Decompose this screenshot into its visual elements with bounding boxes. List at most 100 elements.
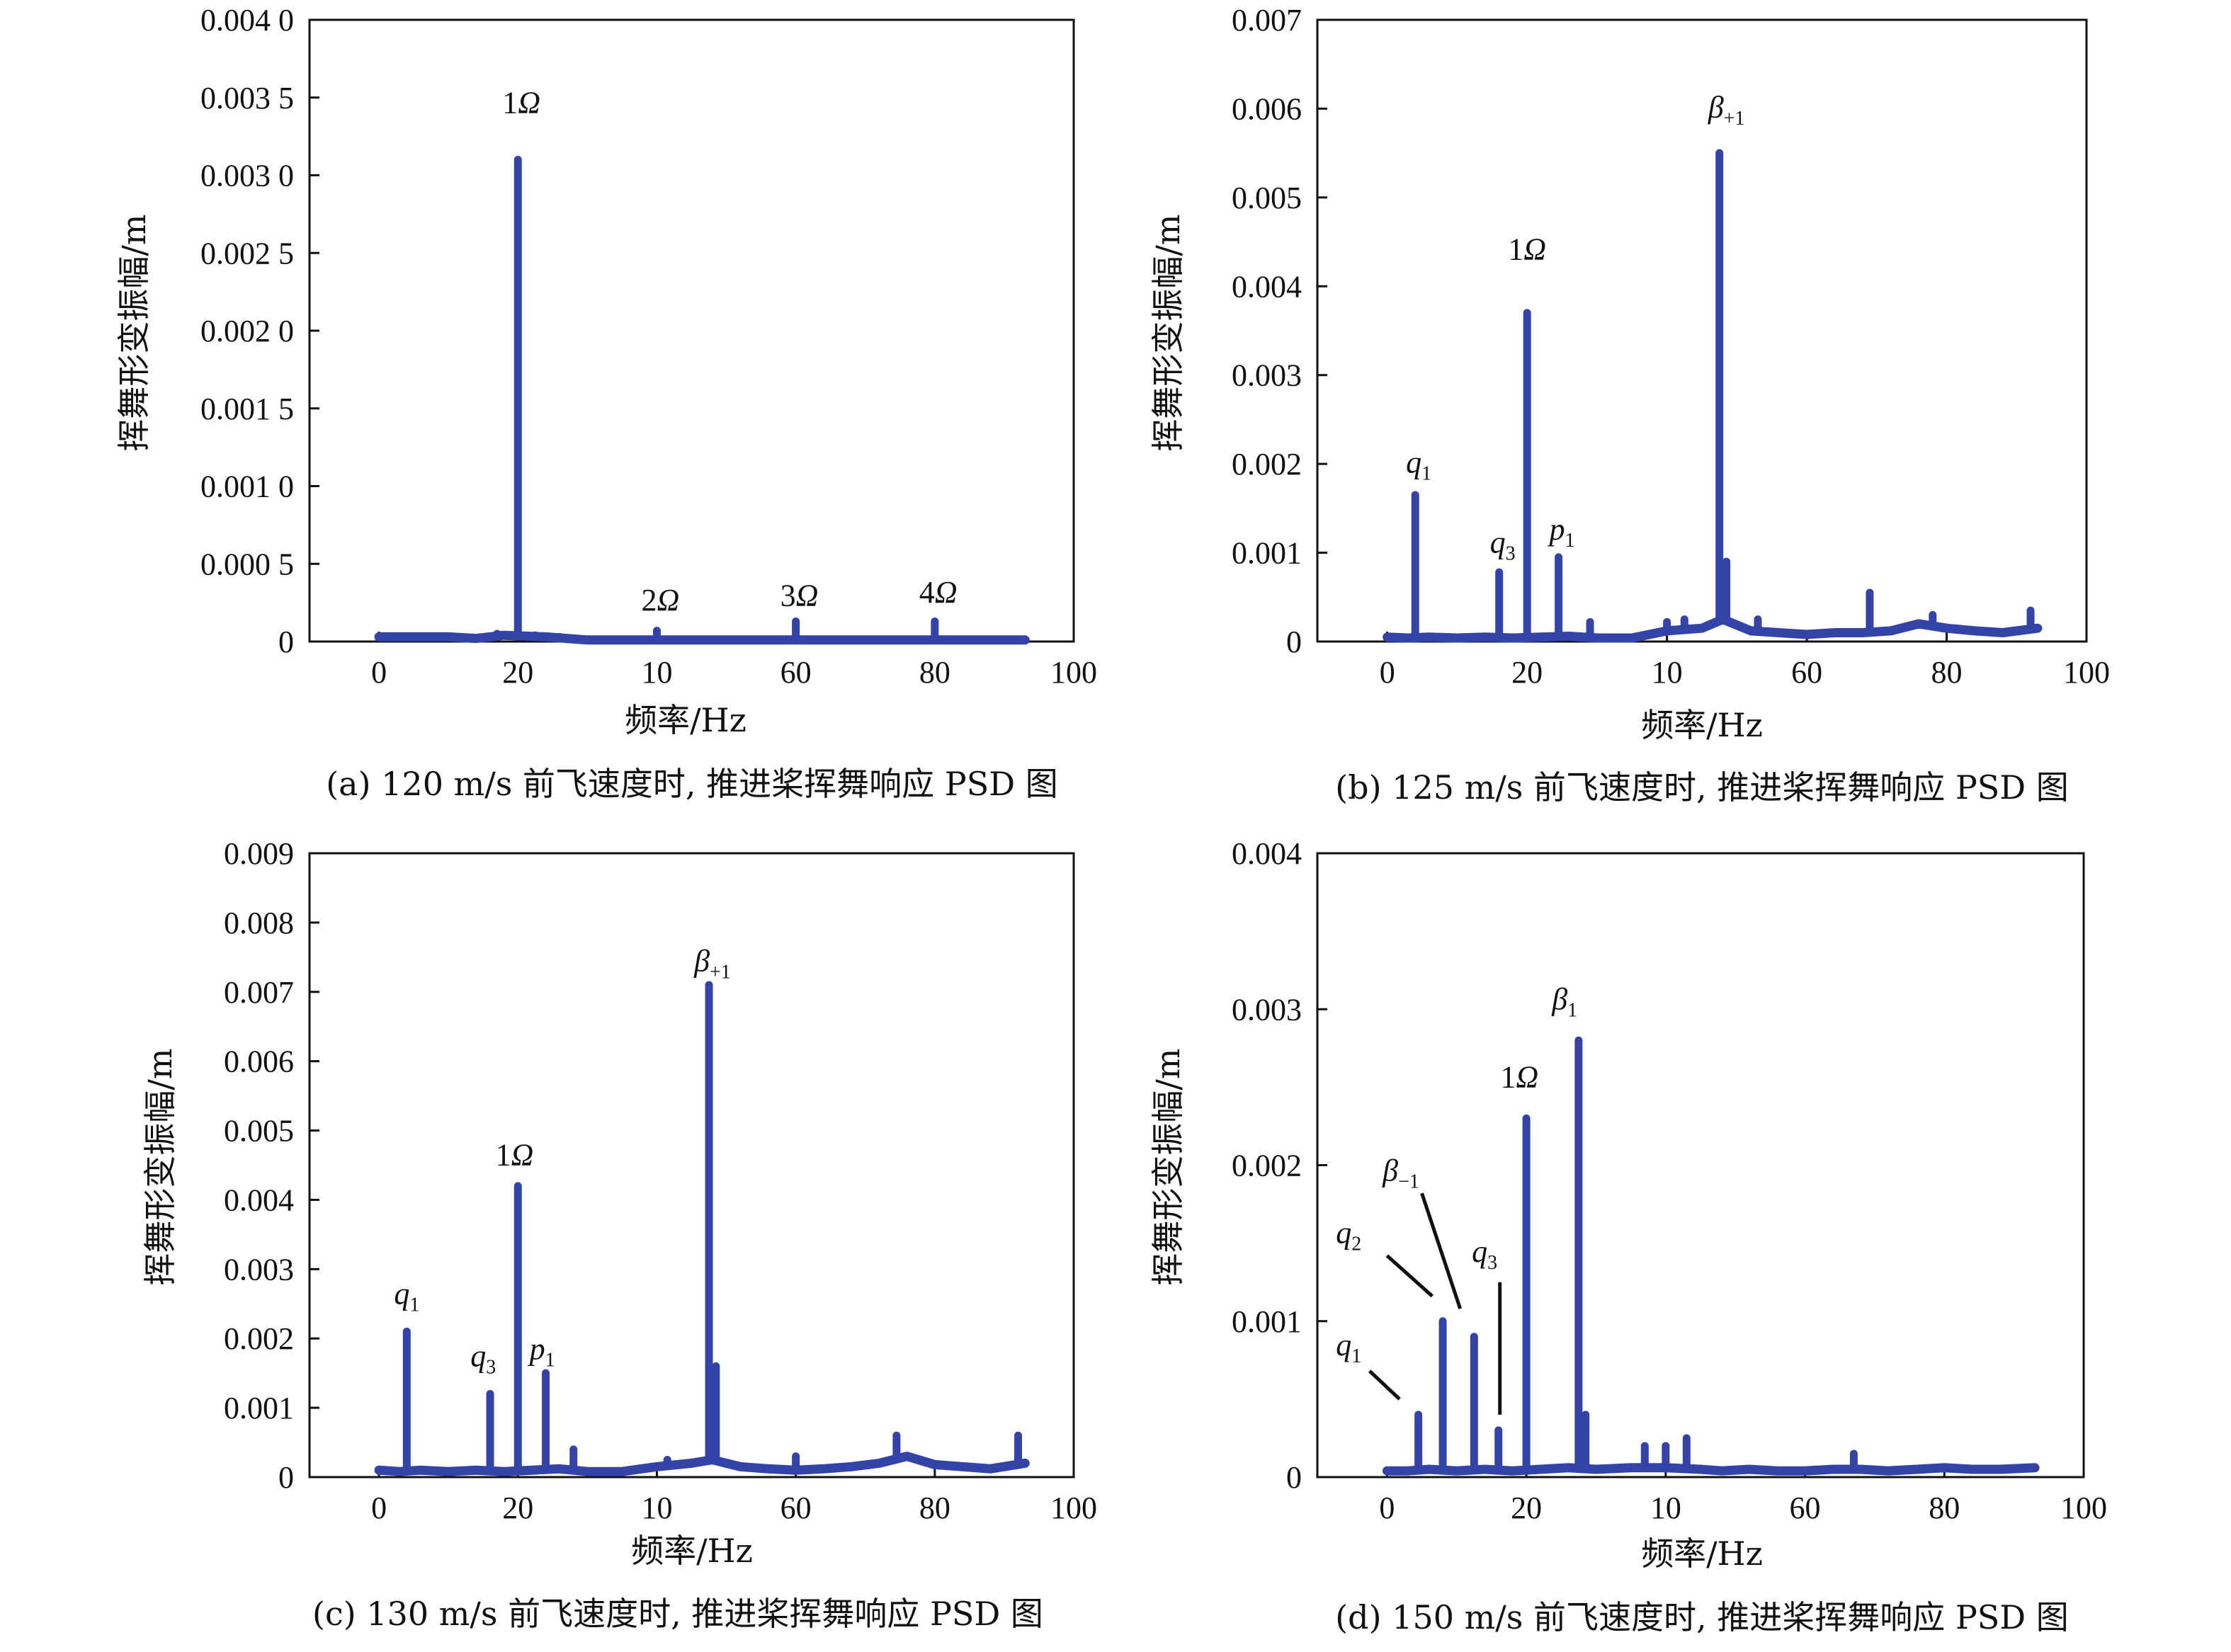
peak-annotation: p1 — [1548, 512, 1575, 552]
y-tick-label: 0.004 — [224, 1183, 294, 1217]
y-tick-label: 0.001 — [1232, 1304, 1302, 1339]
peak-annotation: β1 — [1551, 981, 1577, 1021]
y-tick-label: 0.003 5 — [200, 81, 294, 115]
peak-annotation: 2Ω — [641, 583, 679, 617]
x-tick-label: 10 — [641, 1491, 672, 1525]
y-tick-label: 0.003 — [224, 1252, 294, 1287]
x-tick-label: 80 — [919, 1491, 950, 1525]
y-tick-label: 0.003 — [1232, 992, 1302, 1027]
peak-annotation: q3 — [470, 1338, 496, 1378]
peak-annotation: 1Ω — [502, 86, 540, 120]
x-axis-label: 频率/Hz — [1641, 706, 1763, 744]
peak-annotation: 1Ω — [495, 1138, 533, 1173]
y-tick-label: 0.004 — [1232, 836, 1302, 871]
y-tick-label: 0.002 0 — [200, 314, 294, 348]
x-tick-label: 0 — [371, 1491, 387, 1525]
x-tick-label: 80 — [1929, 1491, 1960, 1525]
plot-frame — [308, 18, 1075, 643]
peak-annotation: 3Ω — [780, 579, 819, 613]
peak-annotation: p1 — [528, 1332, 555, 1372]
subfigure-caption: (c) 130 m/s 前飞速度时, 推进桨挥舞响应 PSD 图 — [312, 1595, 1043, 1633]
annotation-leader — [1385, 1254, 1434, 1298]
y-axis-label: 挥舞形变振幅/m — [115, 214, 153, 451]
y-tick-label: 0.001 0 — [200, 469, 294, 504]
x-tick-label: 20 — [1511, 655, 1543, 690]
y-tick-label: 0 — [278, 1460, 294, 1495]
psd-baseline — [1383, 615, 2043, 643]
y-tick-label: 0.005 — [224, 1114, 294, 1149]
x-tick-label: 60 — [1790, 1491, 1821, 1525]
peak-annotation: 1Ω — [1508, 232, 1546, 267]
y-tick-label: 0.001 — [1232, 536, 1302, 571]
x-tick-label: 20 — [1511, 1491, 1542, 1525]
x-tick-label: 80 — [1931, 655, 1963, 690]
y-tick-label: 0.008 — [224, 906, 294, 940]
psd-baseline — [1382, 1463, 2040, 1476]
y-tick-label: 0.000 5 — [200, 547, 294, 581]
peak-annotation: β−1 — [1382, 1153, 1419, 1193]
y-tick-label: 0.005 — [1232, 181, 1302, 215]
x-tick-label: 10 — [1652, 655, 1683, 690]
x-tick-label: 60 — [780, 655, 812, 690]
x-tick-label: 10 — [641, 655, 672, 690]
y-axis-label: 挥舞形变振幅/m — [1149, 214, 1187, 451]
y-tick-label: 0 — [1286, 1460, 1302, 1495]
subfigure-caption: (a) 120 m/s 前飞速度时, 推进桨挥舞响应 PSD 图 — [326, 765, 1058, 803]
x-tick-label: 100 — [1050, 655, 1097, 690]
x-axis-label: 频率/Hz — [631, 1532, 753, 1570]
y-axis-label: 挥舞形变振幅/m — [141, 1048, 179, 1285]
x-tick-label: 100 — [2063, 655, 2110, 690]
y-tick-label: 0.004 0 — [200, 3, 294, 38]
y-tick-label: 0.002 — [1232, 1149, 1302, 1183]
peak-annotation: β+1 — [1708, 90, 1745, 130]
subfigure-caption: (b) 125 m/s 前飞速度时, 推进桨挥舞响应 PSD 图 — [1335, 768, 2069, 807]
x-tick-label: 80 — [919, 655, 950, 690]
plot-frame — [1316, 852, 2085, 1479]
y-tick-label: 0.001 5 — [200, 392, 294, 426]
y-tick-label: 0.003 — [1232, 358, 1302, 393]
y-tick-label: 0.001 — [224, 1391, 294, 1425]
peak-annotation: q1 — [1406, 445, 1431, 485]
peak-annotation: q1 — [394, 1276, 419, 1316]
y-tick-label: 0.006 — [1232, 91, 1302, 126]
x-tick-label: 0 — [1379, 1491, 1395, 1525]
x-tick-label: 100 — [2060, 1491, 2107, 1525]
peak-annotation: q3 — [1490, 525, 1516, 565]
y-tick-label: 0 — [1286, 625, 1302, 659]
y-tick-label: 0.009 — [224, 836, 294, 871]
peak-annotation: q2 — [1336, 1216, 1361, 1255]
y-tick-label: 0.002 — [224, 1321, 294, 1356]
subfigure-caption: (d) 150 m/s 前飞速度时, 推进桨挥舞响应 PSD 图 — [1335, 1598, 2069, 1636]
chart-b: 0 0.001 0.002 0.003 0.004 0.005 0.006 0.007 0 20 1… — [1149, 3, 2110, 807]
x-axis-label: 频率/Hz — [625, 701, 746, 739]
annotation-leader — [1420, 1192, 1463, 1309]
y-tick-label: 0.006 — [224, 1044, 294, 1079]
plot-frame — [1316, 18, 2088, 643]
psd-baseline — [374, 630, 1030, 645]
peak-annotation: q3 — [1472, 1234, 1497, 1274]
x-tick-label: 60 — [780, 1491, 812, 1525]
y-tick-label: 0.002 5 — [200, 236, 294, 270]
peak-annotation: q1 — [1336, 1328, 1361, 1367]
peak-annotation: 1Ω — [1500, 1059, 1538, 1094]
y-tick-label: 0.003 0 — [200, 159, 294, 193]
plot-frame — [308, 852, 1075, 1479]
psd-baseline — [374, 1452, 1030, 1476]
chart-c: 0 0.001 0.002 0.003 0.004 0.005 0.006 0.007 0.00… — [141, 836, 1097, 1633]
y-axis-label: 挥舞形变振幅/m — [1149, 1048, 1187, 1285]
x-tick-label: 0 — [1380, 655, 1395, 690]
peak-annotation: 4Ω — [919, 575, 958, 610]
chart-a: 0 0.000 5 0.001 0 0.001 5 0.002 0 0.002 5 0.00… — [115, 3, 1097, 803]
x-tick-label: 20 — [502, 655, 533, 690]
y-tick-label: 0.007 — [1232, 3, 1302, 38]
y-tick-label: 0.004 — [1232, 269, 1302, 304]
x-tick-label: 10 — [1650, 1491, 1681, 1525]
y-tick-label: 0 — [278, 625, 294, 659]
x-tick-label: 20 — [502, 1491, 533, 1525]
y-tick-label: 0.007 — [224, 975, 294, 1010]
x-tick-label: 60 — [1791, 655, 1822, 690]
peak-annotation: β+1 — [693, 943, 731, 983]
chart-d: 0 0.001 0.002 0.003 0.004 0 20 10 60 80 100 q1 q2 β−1… — [1149, 836, 2107, 1636]
y-tick-label: 0.002 — [1232, 447, 1302, 482]
